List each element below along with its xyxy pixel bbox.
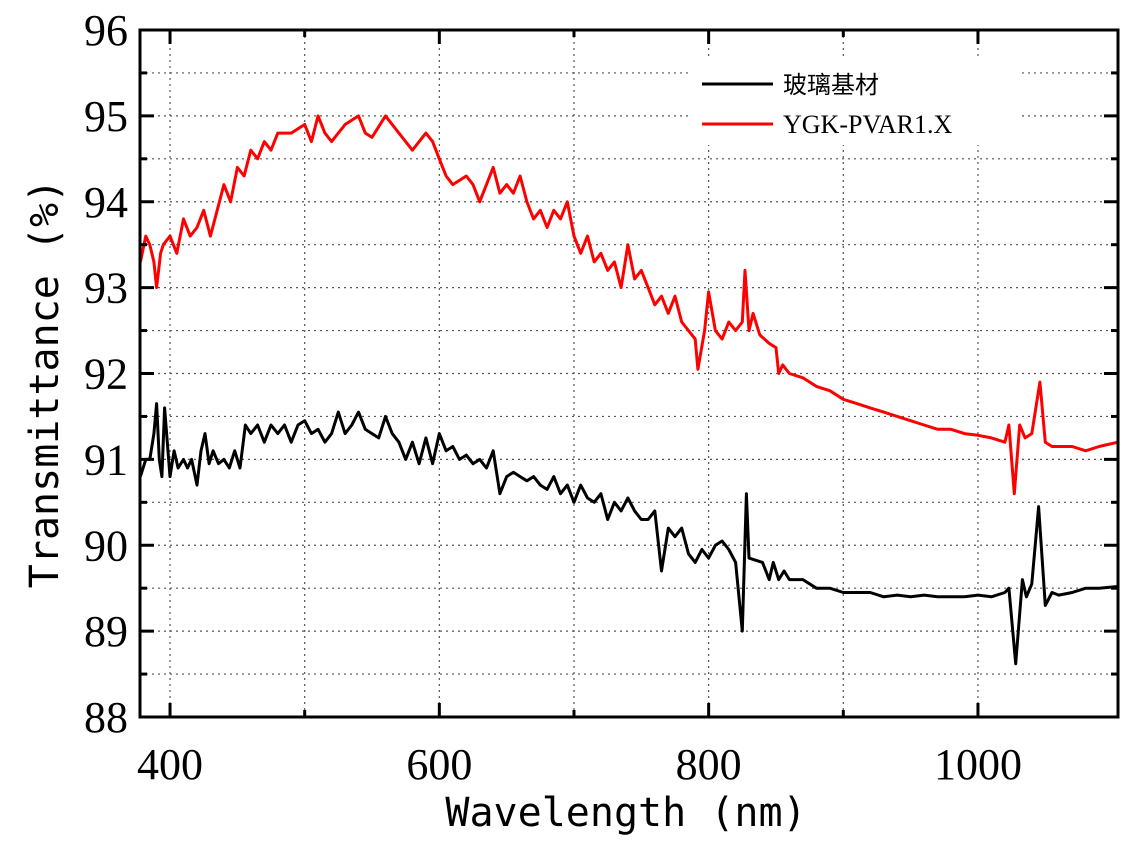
y-tick-label: 96 <box>84 6 128 55</box>
x-tick-label: 400 <box>137 740 203 789</box>
x-axis-title: Wavelength (nm) <box>445 790 806 836</box>
y-tick-label: 95 <box>84 92 128 141</box>
legend: 玻璃基材 YGK-PVAR1.X <box>702 71 952 139</box>
axis-ticks <box>140 28 1118 719</box>
y-axis-title: Transmittance (%) <box>22 179 68 588</box>
y-tick-label: 88 <box>84 693 128 742</box>
x-tick-label: 600 <box>406 740 472 789</box>
y-tick-label: 90 <box>84 521 128 570</box>
legend-label-0: 玻璃基材 <box>783 71 879 99</box>
series-lines <box>138 114 1119 666</box>
tick-labels: 400 600 800 1000 88 89 90 91 92 93 94 95 96 <box>84 6 1022 789</box>
y-tick-label: 93 <box>84 264 128 313</box>
y-tick-label: 91 <box>84 435 128 484</box>
x-tick-label: 1000 <box>934 740 1022 789</box>
legend-label-1: YGK-PVAR1.X <box>783 110 952 139</box>
legend-background <box>690 60 1020 145</box>
series-line-1 <box>138 114 1119 496</box>
series-line-0 <box>138 402 1119 666</box>
y-tick-label: 94 <box>84 178 128 227</box>
x-tick-label: 800 <box>676 740 742 789</box>
y-tick-label: 92 <box>84 350 128 399</box>
y-tick-label: 89 <box>84 607 128 656</box>
